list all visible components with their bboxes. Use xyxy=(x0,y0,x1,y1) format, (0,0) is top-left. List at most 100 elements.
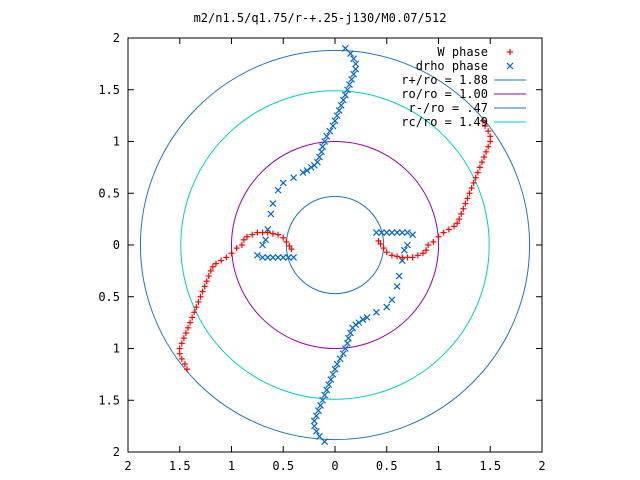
drho-point-16-b xyxy=(326,127,334,135)
w-point-60 xyxy=(460,205,467,212)
drho-point-37 xyxy=(264,253,272,261)
drho-point-67-b xyxy=(355,319,363,327)
drho-point-74 xyxy=(395,272,403,280)
drho-point-29 xyxy=(274,186,282,194)
drho-point-28-b xyxy=(279,179,287,187)
w-point-32 xyxy=(180,335,187,342)
w-point-34 xyxy=(176,345,183,352)
drho-point-44-b xyxy=(316,433,323,440)
y-axis-ticks: 2 1.5 1 0.5 0 0.5 1 1.5 2 xyxy=(98,31,542,459)
w-point-20 xyxy=(205,273,212,280)
drho-point-37-b xyxy=(264,253,272,261)
w-point-76 xyxy=(482,122,489,129)
drho-point-4-b xyxy=(352,65,360,73)
drho-point-30-b xyxy=(269,200,277,208)
w-point-45 xyxy=(399,254,406,261)
x-axis-ticks: 2 1.5 1 0.5 0 0.5 1 1.5 2 xyxy=(124,38,546,473)
drho-point-24-b xyxy=(307,163,315,171)
drho-point-53-b xyxy=(323,386,331,394)
drho-point-8-b xyxy=(343,86,351,94)
drho-point-81-b xyxy=(393,229,401,237)
drho-point-44 xyxy=(316,433,323,440)
legend-swatch-1-b xyxy=(506,62,514,70)
w-point-71 xyxy=(483,148,490,155)
drho-point-80-b xyxy=(398,229,406,237)
w-point-51 xyxy=(375,237,382,244)
drho-point-7 xyxy=(346,81,353,88)
y-tick-label-1: 1.5 xyxy=(98,83,120,97)
legend-label-5: rc/ro = 1.49 xyxy=(401,115,488,129)
x-tick-label-1: 1.5 xyxy=(169,459,191,473)
y-tick-label-2: 1 xyxy=(113,135,120,149)
drho-point-3 xyxy=(352,60,360,68)
drho-point-69-b xyxy=(363,314,371,321)
drho-point-41-b xyxy=(285,253,292,261)
drho-point-60 xyxy=(339,350,347,358)
drho-point-58-b xyxy=(333,360,341,368)
w-point-47 xyxy=(388,252,395,259)
w-point-3 xyxy=(249,231,256,238)
drho-point-85 xyxy=(372,229,380,237)
drho-point-61-b xyxy=(341,345,349,352)
drho-point-76 xyxy=(400,246,408,254)
drho-point-4 xyxy=(352,65,360,73)
drho-point-36-b xyxy=(259,253,266,261)
w-point-54 xyxy=(440,229,447,236)
drho-point-10 xyxy=(339,96,347,104)
drho-point-14-b xyxy=(331,117,339,125)
drho-point-35 xyxy=(253,251,261,259)
w-point-39 xyxy=(425,242,432,248)
drho-point-82-b xyxy=(388,229,396,237)
drho-point-18-b xyxy=(321,138,329,145)
drho-point-6 xyxy=(348,75,355,83)
w-point-41 xyxy=(419,250,426,257)
drho-point-55-b xyxy=(327,376,335,383)
w-point-63 xyxy=(466,190,473,197)
drho-point-52 xyxy=(321,391,329,399)
y-tick-label-8: 2 xyxy=(113,445,120,459)
y-tick-label-6: 1 xyxy=(113,342,120,356)
drho-point-30 xyxy=(269,200,277,208)
drho-point-45 xyxy=(312,427,320,435)
drho-point-12 xyxy=(335,107,343,114)
drho-point-66 xyxy=(352,321,360,329)
w-point-74 xyxy=(487,133,494,140)
y-tick-label-0: 2 xyxy=(113,31,120,45)
drho-point-39-b xyxy=(274,253,282,261)
drho-point-59-b xyxy=(336,355,344,363)
drho-point-84-b xyxy=(378,229,385,237)
drho-point-69 xyxy=(363,314,371,321)
drho-point-19 xyxy=(319,143,327,151)
drho-point-0 xyxy=(341,44,349,52)
w-point-77 xyxy=(480,117,487,124)
y-tick-label-7: 1.5 xyxy=(98,393,120,407)
w-point-57 xyxy=(454,220,461,227)
w-point-5 xyxy=(259,229,266,236)
drho-point-34 xyxy=(259,241,266,249)
drho-point-71-b xyxy=(383,303,391,311)
drho-point-17 xyxy=(323,132,331,140)
drho-point-0-b xyxy=(341,44,349,52)
w-point-65 xyxy=(470,179,477,186)
drho-point-62 xyxy=(343,339,351,347)
drho-point-29-b xyxy=(274,186,282,194)
drho-point-79 xyxy=(404,229,411,237)
w-point-64 xyxy=(468,185,475,192)
w-point-75 xyxy=(485,128,492,135)
w-point-37 xyxy=(181,361,188,368)
w-point-27 xyxy=(191,309,198,316)
legend-label-4: r-/ro = .47 xyxy=(409,101,488,115)
w-point-21 xyxy=(203,278,210,285)
drho-point-57-b xyxy=(331,365,339,373)
drho-point-34-b xyxy=(259,241,266,249)
circle-1 xyxy=(231,141,439,349)
drho-point-60-b xyxy=(339,350,347,358)
drho-point-49-b xyxy=(315,407,322,415)
w-point-8 xyxy=(275,231,282,238)
drho-point-24 xyxy=(307,163,315,171)
circle-2 xyxy=(285,195,385,295)
y-tick-label-4: 0 xyxy=(113,238,120,252)
x-tick-label-2: 1 xyxy=(228,459,235,473)
drho-point-48 xyxy=(312,412,320,420)
